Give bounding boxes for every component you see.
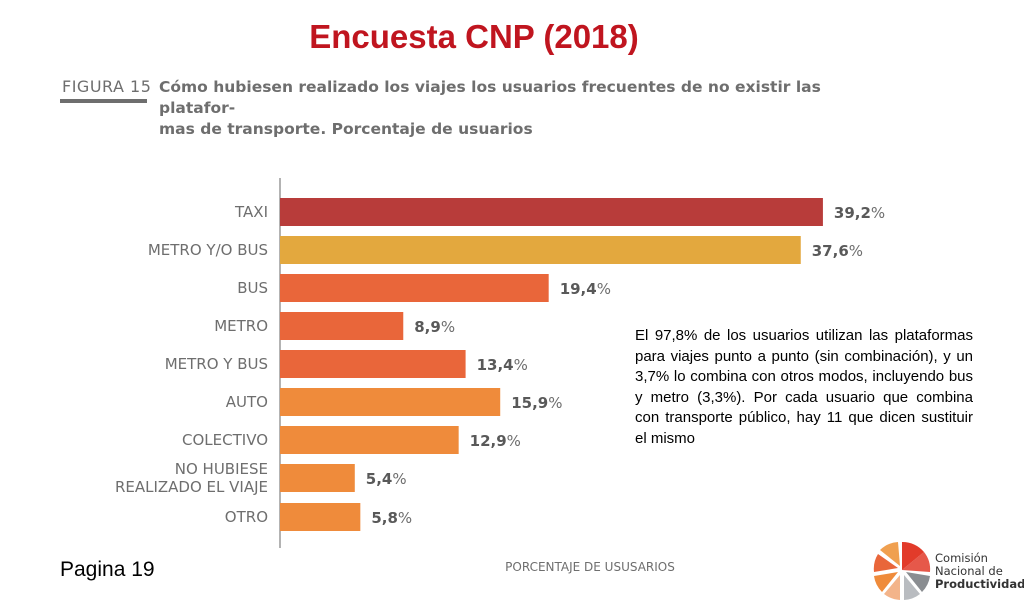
category-label: NO HUBIESE <box>175 460 268 478</box>
category-label: COLECTIVO <box>182 431 268 449</box>
bar <box>280 426 459 454</box>
data-label: 13,4% <box>477 356 528 374</box>
category-label: METRO <box>214 317 268 335</box>
category-label: TAXI <box>234 203 268 221</box>
cnp-logo-icon <box>873 541 931 600</box>
bar <box>280 464 355 492</box>
bar <box>280 350 466 378</box>
category-label: REALIZADO EL VIAJE <box>115 478 268 496</box>
bar <box>280 388 501 416</box>
figure-label: FIGURA 15 <box>62 77 152 96</box>
data-label: 15,9% <box>511 394 562 412</box>
page-title: Encuesta CNP (2018) <box>309 18 639 55</box>
data-label: 37,6% <box>812 242 863 260</box>
category-label: METRO Y BUS <box>165 355 268 373</box>
data-label: 8,9% <box>414 318 455 336</box>
page-number: Pagina 19 <box>60 558 155 581</box>
summary-note: El 97,8% de los usuarios utilizan las pl… <box>635 327 973 447</box>
data-label: 19,4% <box>560 280 611 298</box>
data-label: 5,4% <box>366 470 407 488</box>
category-label: AUTO <box>226 393 268 411</box>
logo-line1: Comisión <box>935 551 988 565</box>
bar <box>280 312 404 340</box>
logo-line2: Nacional de <box>935 564 1003 578</box>
category-label: METRO Y/O BUS <box>148 241 268 259</box>
bar <box>280 274 549 302</box>
figure-caption-line1: Cómo hubiesen realizado los viajes los u… <box>159 78 821 117</box>
x-axis-title: PORCENTAJE DE USUSARIOS <box>505 560 675 574</box>
data-label: 12,9% <box>470 432 521 450</box>
bar <box>280 503 361 531</box>
bar <box>280 198 823 226</box>
logo-line3: Productividad <box>935 577 1024 591</box>
figure-caption: Cómo hubiesen realizado los viajes los u… <box>159 77 859 140</box>
cnp-logo-text: Comisión Nacional de Productividad <box>935 552 1024 591</box>
category-label: OTRO <box>225 508 268 526</box>
data-label: 5,8% <box>371 509 412 527</box>
figure-caption-line2: mas de transporte. Porcentaje de usuario… <box>159 120 533 138</box>
bar <box>280 236 801 264</box>
category-label: BUS <box>237 279 268 297</box>
data-label: 39,2% <box>834 204 885 222</box>
figure-label-underline <box>60 99 147 103</box>
